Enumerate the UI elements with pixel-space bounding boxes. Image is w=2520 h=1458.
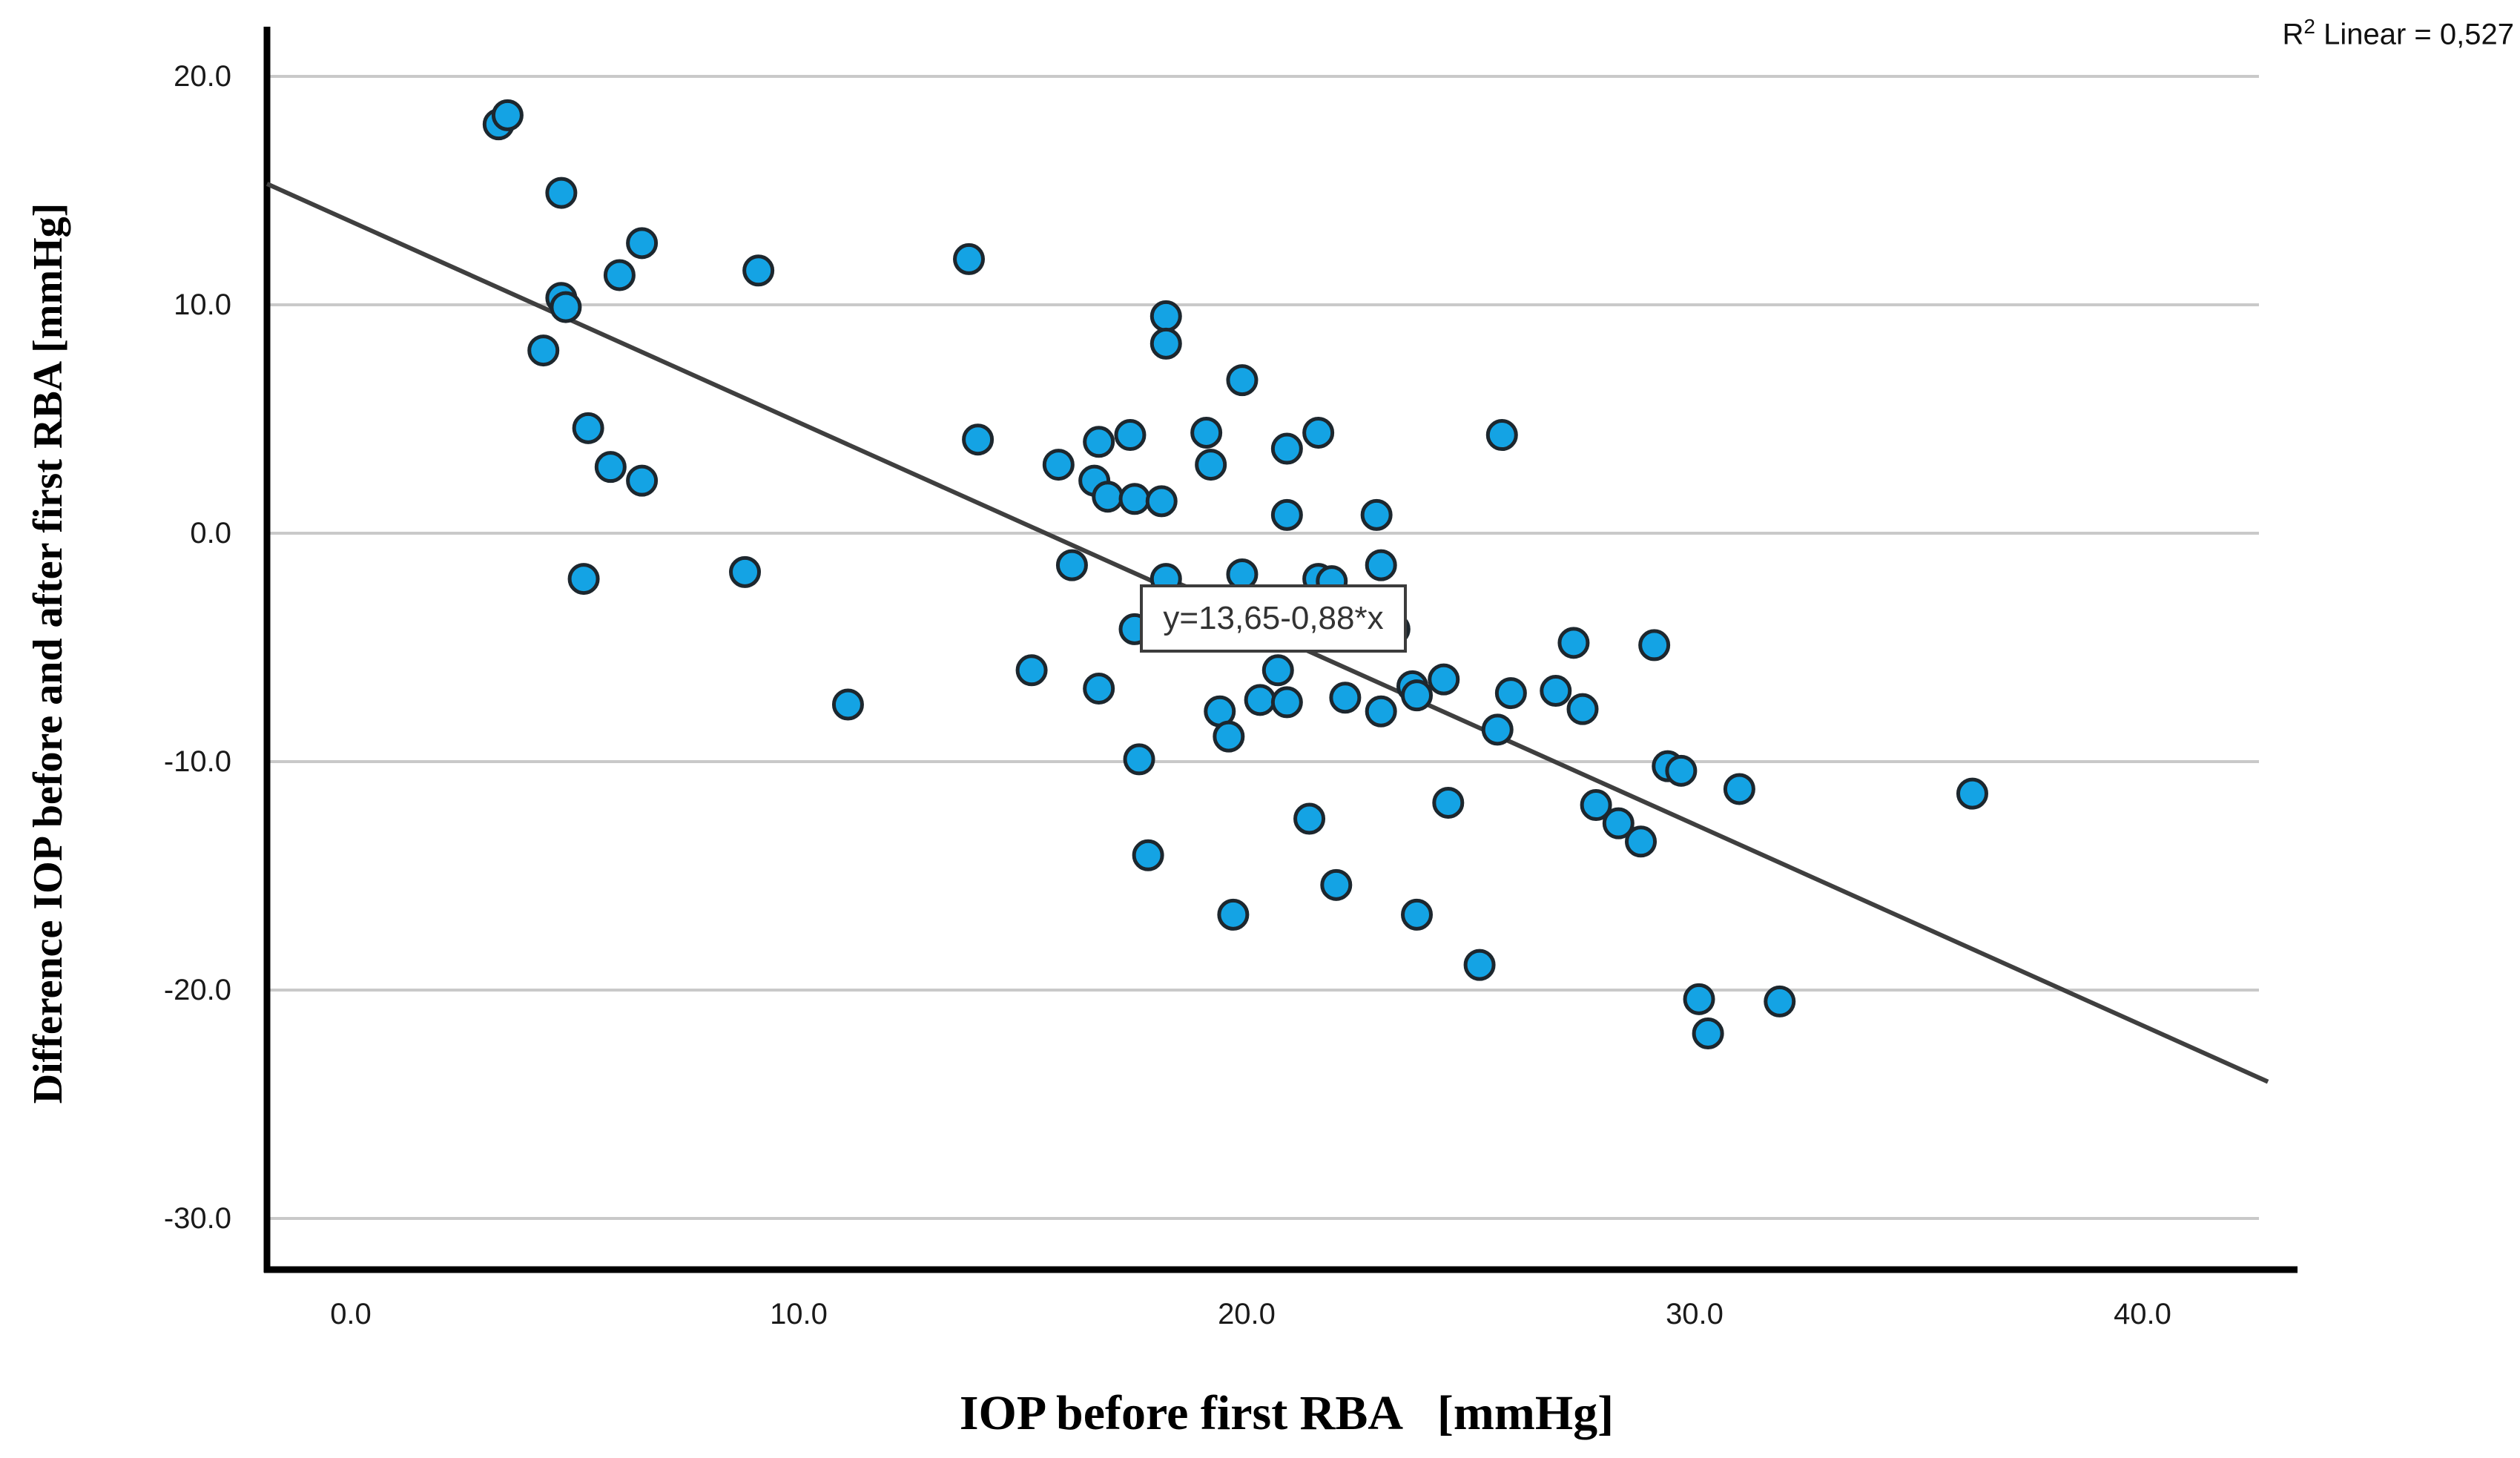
y-tick-label: -10.0	[163, 745, 231, 778]
regression-equation-label: y=13,65-0,88*x	[1140, 584, 1407, 653]
data-point	[1055, 549, 1088, 581]
data-point	[1190, 416, 1223, 449]
data-point	[1261, 654, 1294, 687]
r-squared-annotation: R2 Linear = 0,527	[2069, 15, 2514, 51]
data-point	[1764, 985, 1796, 1017]
data-point	[962, 423, 995, 456]
data-point	[1083, 672, 1115, 705]
data-point	[729, 555, 762, 588]
x-tick-label: 0.0	[330, 1298, 372, 1330]
data-point	[1092, 481, 1124, 513]
data-point	[1083, 426, 1115, 458]
data-point	[1401, 898, 1434, 931]
data-point	[1683, 983, 1715, 1015]
x-axis-title: IOP before first RBA [mmHg]	[959, 1386, 1614, 1440]
data-point	[1270, 498, 1303, 531]
data-point	[1042, 449, 1075, 481]
r2-superscript: 2	[2303, 15, 2315, 38]
data-point	[1723, 773, 1755, 805]
data-point	[603, 259, 636, 291]
data-point	[527, 334, 560, 367]
data-point	[1149, 300, 1182, 332]
data-point	[1123, 743, 1155, 776]
data-point	[1625, 825, 1658, 858]
data-point	[1244, 684, 1276, 716]
y-tick-label: 10.0	[174, 288, 231, 321]
x-tick-label: 30.0	[1666, 1298, 1724, 1330]
data-point	[1293, 802, 1326, 835]
data-point	[1428, 663, 1460, 696]
data-point	[831, 688, 864, 721]
y-tick-label: -30.0	[163, 1202, 231, 1235]
data-point	[1401, 679, 1434, 712]
data-point	[1114, 419, 1147, 452]
x-tick-label: 10.0	[770, 1298, 828, 1330]
data-point	[1118, 483, 1151, 515]
data-point	[1494, 677, 1527, 710]
data-point	[1365, 549, 1397, 581]
data-point	[1302, 416, 1335, 449]
data-point	[572, 412, 604, 444]
data-point	[1580, 789, 1612, 822]
data-point	[626, 464, 659, 497]
data-point	[1602, 807, 1635, 839]
data-point	[1329, 682, 1362, 714]
data-point	[1270, 686, 1303, 719]
data-point	[1692, 1017, 1724, 1050]
y-tick-label: 0.0	[190, 517, 231, 550]
r2-text: Linear = 0,527	[2315, 18, 2514, 51]
data-point	[953, 243, 986, 275]
data-point	[594, 451, 627, 484]
data-point	[1956, 777, 1988, 810]
data-point	[1145, 485, 1178, 518]
data-point	[1557, 627, 1590, 659]
data-point	[626, 227, 659, 260]
data-point	[742, 254, 775, 287]
data-point	[1432, 786, 1465, 819]
data-point	[1015, 654, 1048, 687]
data-point	[1665, 754, 1698, 787]
y-tick-label: -20.0	[163, 974, 231, 1006]
x-tick-label: 20.0	[1218, 1298, 1276, 1330]
data-point	[1132, 839, 1164, 871]
data-point	[1566, 693, 1599, 725]
data-point	[1365, 695, 1397, 728]
data-point	[1320, 868, 1353, 901]
data-point	[1540, 675, 1572, 707]
data-point	[567, 563, 600, 596]
data-point	[1213, 720, 1245, 753]
data-point	[1360, 498, 1393, 531]
r2-base: R	[2282, 18, 2304, 51]
data-point	[1270, 432, 1303, 465]
data-point	[550, 291, 582, 323]
data-point	[1481, 713, 1514, 746]
data-point	[1226, 364, 1259, 397]
data-point	[1485, 419, 1518, 452]
data-points	[482, 99, 1988, 1050]
x-tick-label: 40.0	[2114, 1298, 2171, 1330]
data-point	[1149, 327, 1182, 360]
data-point	[545, 177, 578, 209]
data-point	[1217, 898, 1250, 931]
y-axis-title: Difference IOP before and after first RB…	[25, 202, 71, 1104]
y-tick-label: 20.0	[174, 60, 231, 93]
data-point	[1638, 629, 1671, 662]
data-point	[1463, 949, 1496, 981]
data-point	[1195, 449, 1227, 481]
data-point	[491, 99, 524, 131]
